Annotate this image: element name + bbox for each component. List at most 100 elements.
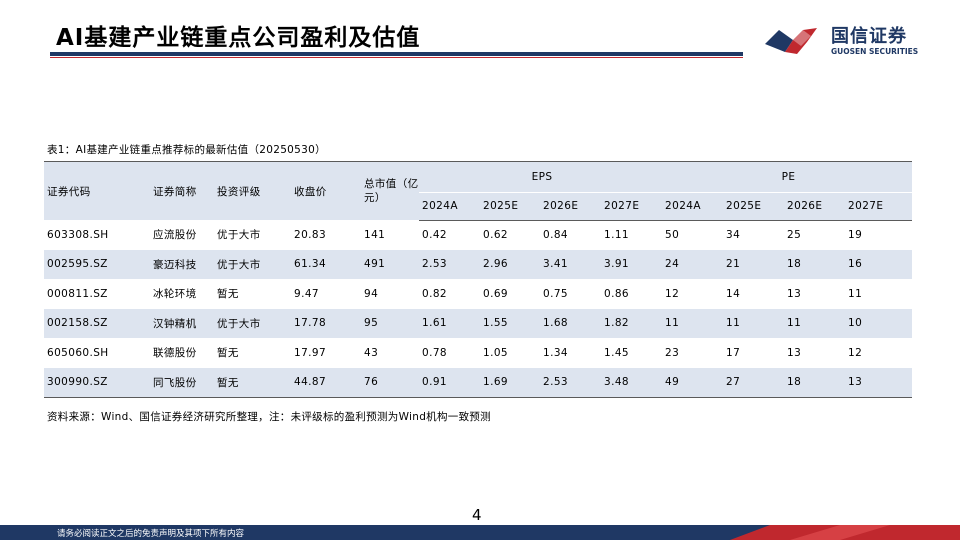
cell-name: 同飞股份 bbox=[150, 367, 214, 398]
cell-code: 002158.SZ bbox=[44, 308, 150, 338]
cell-name: 豪迈科技 bbox=[150, 249, 214, 279]
cell-pe: 49 bbox=[662, 367, 724, 398]
cell-pe: 34 bbox=[726, 229, 741, 241]
cell-code: 605060.SH bbox=[47, 346, 109, 359]
cell-pe: 27 bbox=[723, 367, 785, 398]
cell-mktcap: 95 bbox=[361, 308, 419, 338]
cell-mktcap: 94 bbox=[364, 287, 379, 300]
cell-eps: 2.96 bbox=[480, 249, 540, 279]
cell-eps: 0.84 bbox=[543, 229, 568, 241]
cell-eps: 2.53 bbox=[419, 249, 480, 279]
logo-chinese-name: 国信证券 bbox=[831, 26, 907, 47]
cell-pe: 18 bbox=[784, 249, 846, 279]
footer-bar bbox=[0, 525, 960, 540]
table-row: 605060.SH 联德股份 暂无 17.97 43 0.78 1.05 1.34 1.45 23… bbox=[44, 338, 912, 368]
page-title: AI基建产业链重点公司盈利及估值 bbox=[56, 25, 421, 51]
cell-eps: 0.91 bbox=[419, 367, 480, 398]
cell-pe: 14 bbox=[726, 287, 741, 300]
footer-disclaimer: 请务必阅读正文之后的免责声明及其项下所有内容 bbox=[57, 529, 245, 539]
title-divider bbox=[50, 52, 743, 56]
header-name: 证券简称 bbox=[150, 162, 214, 220]
cell-pe: 12 bbox=[848, 346, 863, 359]
cell-eps: 1.69 bbox=[480, 367, 540, 398]
header-pe-year: 2027E bbox=[845, 192, 913, 221]
cell-code: 002595.SZ bbox=[44, 249, 150, 279]
header-close: 收盘价 bbox=[291, 162, 361, 220]
header-eps-year: 2027E bbox=[601, 192, 663, 221]
header-pe-year: 2024A bbox=[662, 192, 724, 221]
table-row: 002158.SZ 汉钟精机 优于大市 17.78 95 1.61 1.55 1.68 1.82… bbox=[44, 308, 913, 338]
cell-eps: 0.82 bbox=[422, 287, 447, 300]
cell-close: 20.83 bbox=[294, 228, 327, 241]
cell-mktcap: 491 bbox=[361, 249, 419, 279]
cell-eps: 0.86 bbox=[604, 287, 629, 300]
cell-name: 汉钟精机 bbox=[150, 308, 214, 338]
footer-accent-icon bbox=[730, 525, 960, 540]
cell-eps: 3.48 bbox=[601, 367, 663, 398]
cell-close: 44.87 bbox=[291, 367, 361, 398]
cell-eps: 2.53 bbox=[540, 367, 601, 398]
cell-name: 联德股份 bbox=[153, 347, 197, 360]
cell-eps: 0.75 bbox=[543, 287, 568, 300]
header-rating: 投资评级 bbox=[214, 162, 291, 220]
cell-eps: 1.45 bbox=[604, 346, 629, 359]
cell-eps: 3.41 bbox=[540, 249, 601, 279]
cell-name: 冰轮环境 bbox=[153, 288, 197, 301]
footer: 请务必阅读正文之后的免责声明及其项下所有内容 bbox=[0, 525, 960, 540]
logo-english-name: GUOSEN SECURITIES bbox=[831, 47, 919, 56]
cell-rating: 优于大市 bbox=[214, 249, 291, 279]
cell-pe: 11 bbox=[784, 308, 846, 338]
cell-eps: 1.34 bbox=[543, 346, 568, 359]
table-row: 300990.SZ 同飞股份 暂无 44.87 76 0.91 1.69 2.53 3.48 49… bbox=[44, 367, 913, 398]
cell-pe: 13 bbox=[845, 367, 913, 398]
cell-eps: 0.78 bbox=[422, 346, 447, 359]
cell-pe: 13 bbox=[787, 287, 802, 300]
cell-rating: 暂无 bbox=[214, 367, 291, 398]
cell-pe: 11 bbox=[723, 308, 785, 338]
header-eps-year: 2026E bbox=[540, 192, 601, 221]
cell-pe: 50 bbox=[665, 229, 680, 241]
table-row: 002595.SZ 豪迈科技 优于大市 61.34 491 2.53 2.96 3.41 3.9… bbox=[44, 249, 913, 279]
header-pe-year: 2025E bbox=[723, 192, 785, 221]
cell-pe: 18 bbox=[784, 367, 846, 398]
caption-divider bbox=[44, 161, 912, 162]
guosen-logo-icon bbox=[765, 28, 817, 54]
cell-pe: 11 bbox=[848, 287, 863, 300]
cell-eps: 1.68 bbox=[540, 308, 601, 338]
table-row: 000811.SZ 冰轮环境 暂无 9.47 94 0.82 0.69 0.75 0.86 12 1… bbox=[44, 279, 912, 309]
cell-pe: 11 bbox=[662, 308, 724, 338]
header-pe-group: PE bbox=[662, 162, 913, 193]
cell-eps: 1.61 bbox=[419, 308, 480, 338]
header-eps-group: EPS bbox=[419, 162, 663, 193]
cell-eps: 0.42 bbox=[422, 229, 447, 241]
header-pe-year: 2026E bbox=[784, 192, 846, 221]
header-eps-year: 2024A bbox=[419, 192, 480, 221]
cell-pe: 10 bbox=[845, 308, 913, 338]
cell-pe: 13 bbox=[787, 346, 802, 359]
header-mktcap: 总市值（亿元） bbox=[361, 162, 419, 220]
cell-rating: 优于大市 bbox=[214, 308, 291, 338]
cell-mktcap: 76 bbox=[361, 367, 419, 398]
cell-rating: 暂无 bbox=[217, 288, 239, 301]
cell-eps: 0.62 bbox=[483, 229, 508, 241]
cell-eps: 0.69 bbox=[483, 287, 508, 300]
cell-eps: 1.05 bbox=[483, 346, 508, 359]
cell-mktcap: 141 bbox=[364, 228, 386, 241]
cell-pe: 17 bbox=[726, 346, 741, 359]
cell-close: 17.78 bbox=[291, 308, 361, 338]
source-note: 资料来源：Wind、国信证券经济研究所整理，注：未评级标的盈利预测为Wind机构… bbox=[47, 411, 491, 423]
header-eps-year: 2025E bbox=[480, 192, 540, 221]
cell-pe: 12 bbox=[665, 287, 680, 300]
cell-eps: 1.82 bbox=[601, 308, 663, 338]
cell-name: 应流股份 bbox=[153, 229, 197, 242]
cell-close: 17.97 bbox=[294, 346, 327, 359]
page-number: 4 bbox=[472, 506, 482, 524]
header-code: 证券代码 bbox=[44, 162, 150, 220]
cell-close: 61.34 bbox=[291, 249, 361, 279]
cell-mktcap: 43 bbox=[364, 346, 379, 359]
cell-eps: 1.11 bbox=[604, 229, 629, 241]
cell-eps: 3.91 bbox=[601, 249, 663, 279]
cell-pe: 24 bbox=[662, 249, 724, 279]
cell-pe: 21 bbox=[723, 249, 785, 279]
company-logo: 国信证券 GUOSEN SECURITIES bbox=[763, 20, 923, 60]
